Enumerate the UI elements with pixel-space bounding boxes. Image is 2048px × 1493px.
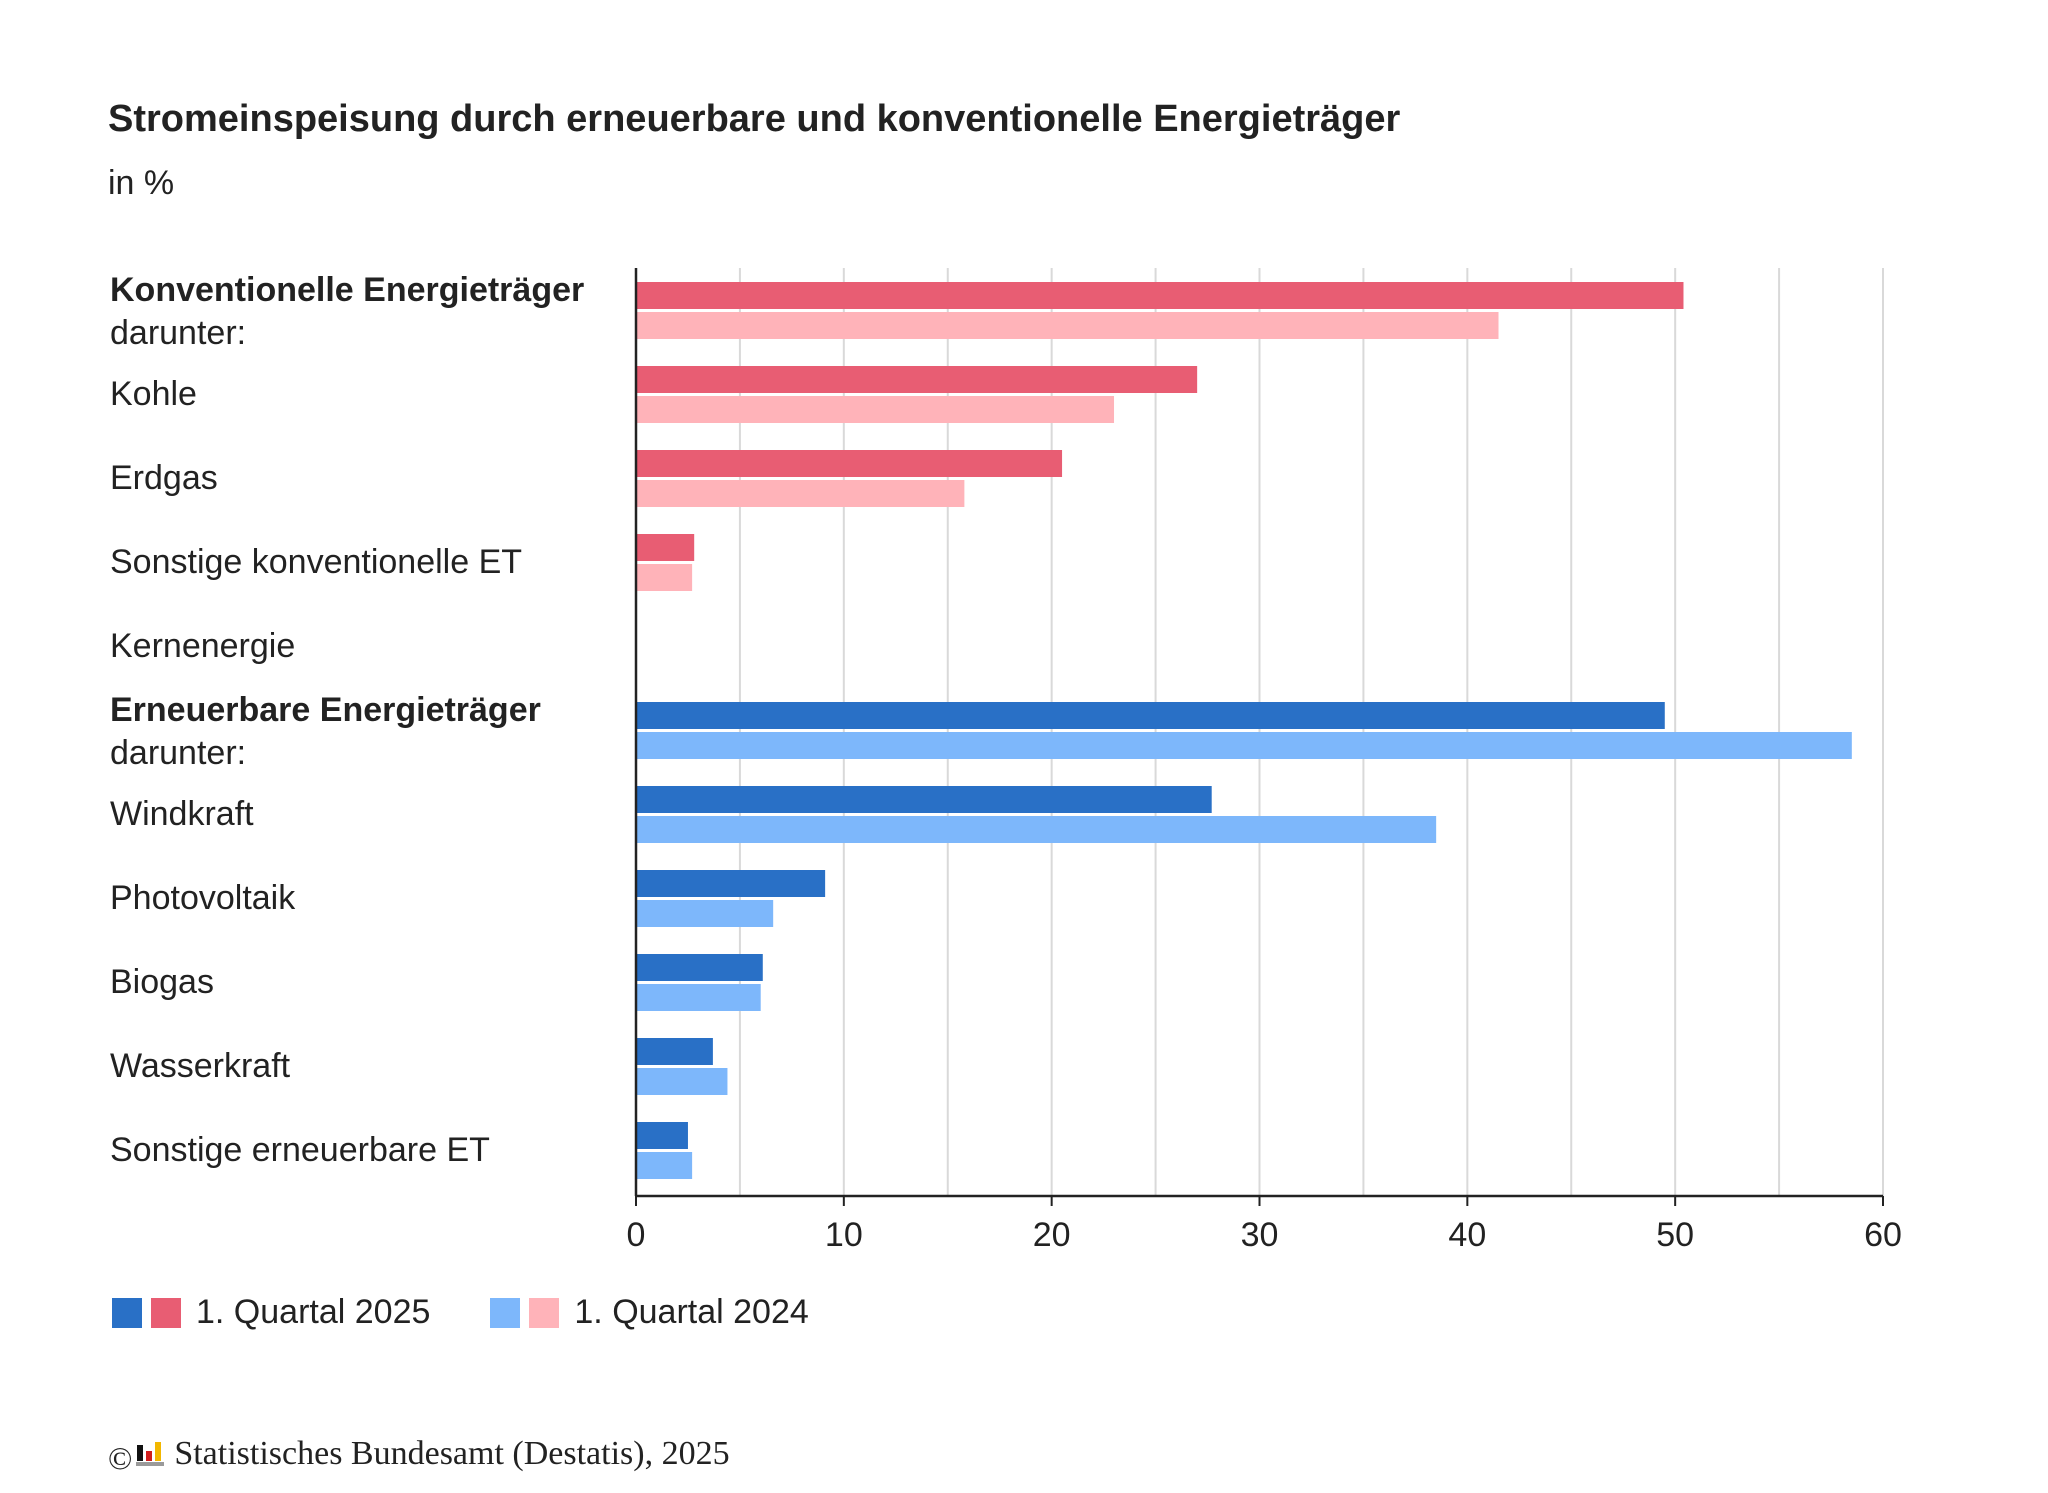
destatis-logo-icon <box>136 1442 165 1466</box>
source-footer: © Statistisches Bundesamt (Destatis), 20… <box>108 1435 730 1476</box>
bar-2024 <box>636 984 761 1011</box>
bar-2024 <box>636 816 1437 843</box>
bar-2025 <box>636 954 763 981</box>
bars <box>636 282 1852 1179</box>
category-label: Biogas <box>110 963 214 1001</box>
legend-swatch-conventional-2024 <box>529 1297 560 1328</box>
bar-2024 <box>636 732 1852 759</box>
bar-2024 <box>636 1152 693 1179</box>
bar-2024 <box>636 1068 728 1095</box>
bar-2025 <box>636 366 1198 393</box>
x-tick-label: 40 <box>1448 1216 1486 1254</box>
legend: 1. Quartal 2025 1. Quartal 2024 <box>112 1293 869 1332</box>
x-tick-label: 30 <box>1241 1216 1279 1254</box>
bar-2025 <box>636 534 695 561</box>
bar-2024 <box>636 900 774 927</box>
category-label: Wasserkraft <box>110 1047 291 1085</box>
copyright-symbol: © <box>108 1439 133 1476</box>
bar-2024 <box>636 396 1115 423</box>
category-label: Kernenergie <box>110 627 295 665</box>
axes: 0 10 20 30 40 50 60 <box>627 268 1902 1254</box>
x-tick-label: 0 <box>627 1216 646 1254</box>
bar-2025 <box>636 1038 713 1065</box>
x-tick-label: 50 <box>1656 1216 1694 1254</box>
x-tick-label: 60 <box>1864 1216 1902 1254</box>
category-label: Erneuerbare Energieträger <box>110 691 541 729</box>
category-label: Erdgas <box>110 459 218 497</box>
category-label: Sonstige erneuerbare ET <box>110 1131 490 1169</box>
chart-subtitle: in % <box>108 164 175 202</box>
bar-chart: Konventionelle Energieträger darunter: Koh… <box>110 268 1902 1254</box>
legend-item-2025: 1. Quartal 2025 <box>112 1293 430 1332</box>
bar-2025 <box>636 702 1665 729</box>
category-label: Konventionelle Energieträger <box>110 271 584 309</box>
category-sublabel: darunter: <box>110 314 246 352</box>
legend-item-2024: 1. Quartal 2024 <box>490 1293 809 1332</box>
legend-label-2024: 1. Quartal 2024 <box>574 1293 809 1331</box>
bar-2024 <box>636 564 693 591</box>
category-labels: Konventionelle Energieträger darunter: Koh… <box>110 271 584 1169</box>
legend-swatch-conventional-2025 <box>151 1297 181 1328</box>
bar-2025 <box>636 1122 688 1149</box>
category-label: Kohle <box>110 375 197 413</box>
x-tick-label: 20 <box>1033 1216 1071 1254</box>
category-label: Windkraft <box>110 795 254 833</box>
category-sublabel: darunter: <box>110 734 246 772</box>
x-tick-label: 10 <box>825 1216 863 1254</box>
bar-2024 <box>636 312 1499 339</box>
source-text: Statistisches Bundesamt (Destatis), 2025 <box>174 1435 730 1472</box>
bar-2025 <box>636 282 1684 309</box>
bar-2024 <box>636 480 965 507</box>
legend-swatch-renewable-2025 <box>112 1297 142 1328</box>
chart-title: Stromeinspeisung durch erneuerbare und k… <box>108 98 1401 140</box>
bar-2025 <box>636 786 1212 813</box>
legend-swatch-renewable-2024 <box>490 1297 521 1328</box>
category-label: Photovoltaik <box>110 879 296 917</box>
legend-label-2025: 1. Quartal 2025 <box>196 1293 431 1331</box>
category-label: Sonstige konventionelle ET <box>110 543 522 581</box>
bar-2025 <box>636 450 1063 477</box>
bar-2025 <box>636 870 826 897</box>
